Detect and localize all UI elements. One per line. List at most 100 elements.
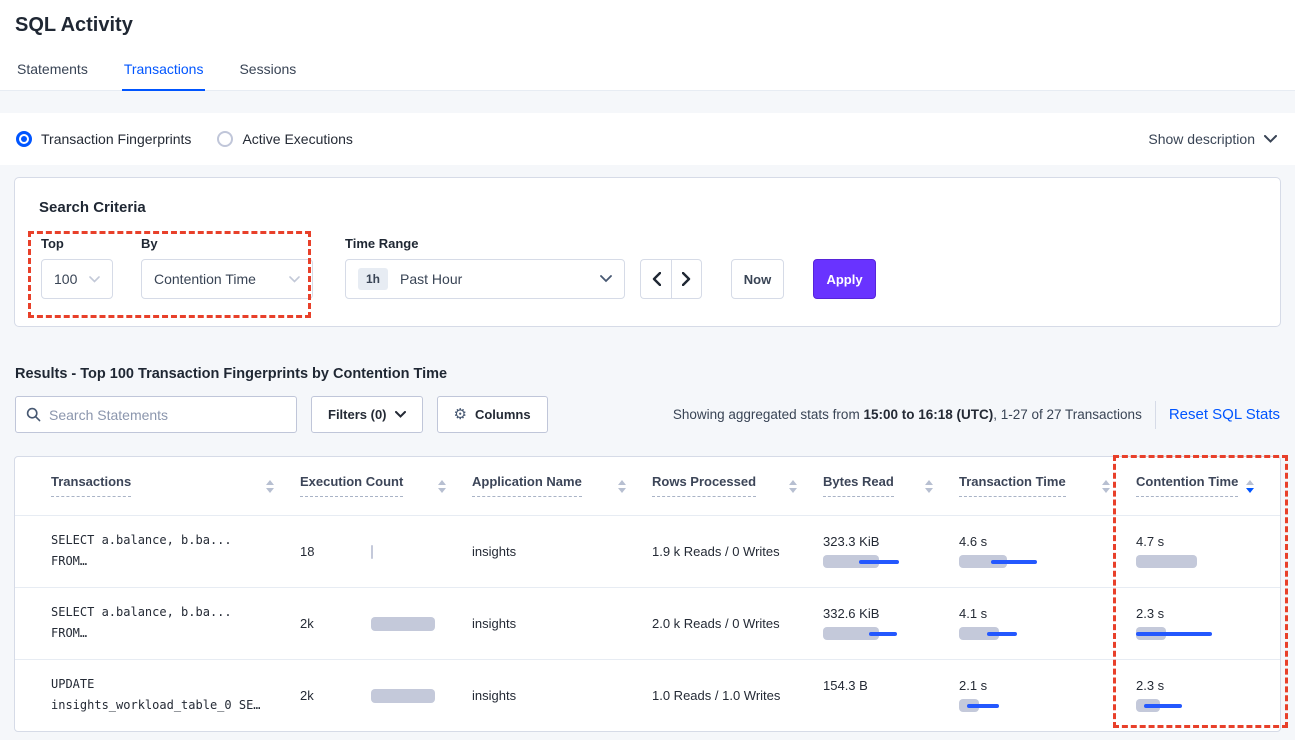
bytes-read-value: 323.3 KiB — [823, 534, 880, 549]
by-value: Contention Time — [154, 271, 256, 287]
sort-icon[interactable] — [438, 478, 446, 494]
search-statements-box[interactable] — [15, 396, 297, 433]
results-heading: Results - Top 100 Transaction Fingerprin… — [15, 366, 448, 382]
chevron-down-icon — [289, 275, 300, 283]
transaction-time-bar — [959, 627, 1069, 640]
rows-processed-value: 2.0 k Reads / 0 Writes — [652, 615, 780, 631]
execution-count-value: 2k — [300, 687, 314, 703]
transactions-table-card: Transactions Execution Count Application… — [14, 456, 1281, 732]
contention-time-value: 4.7 s — [1136, 534, 1165, 549]
radio-label: Active Executions — [242, 131, 353, 147]
time-range-label: Time Range — [345, 236, 419, 251]
apply-button[interactable]: Apply — [813, 259, 876, 299]
stats-time-range: 15:00 to 16:18 (UTC) — [863, 407, 994, 422]
table-row: UPDATE insights_workload_table_0 SE… 2k i… — [15, 658, 1280, 731]
page-title: SQL Activity — [15, 14, 133, 36]
top-select[interactable]: 100 — [41, 259, 113, 299]
next-time-button[interactable] — [671, 259, 702, 299]
bytes-read-bar — [823, 627, 933, 640]
chevron-down-icon — [600, 275, 612, 283]
column-header-execution-count[interactable]: Execution Count — [300, 457, 472, 515]
contention-time-value: 2.3 s — [1136, 678, 1165, 694]
radio-label: Transaction Fingerprints — [41, 131, 192, 147]
now-button[interactable]: Now — [731, 259, 784, 299]
radio-selected-icon[interactable] — [16, 131, 32, 147]
column-header-bytes-read[interactable]: Bytes Read — [823, 457, 959, 515]
bytes-read-value: 332.6 KiB — [823, 606, 880, 621]
transaction-time-value: 2.1 s — [959, 678, 988, 694]
time-step-buttons — [640, 259, 702, 299]
by-select[interactable]: Contention Time — [141, 259, 313, 299]
transaction-time-bar — [959, 555, 1069, 568]
contention-time-value: 2.3 s — [1136, 606, 1165, 621]
chevron-down-icon — [89, 275, 100, 283]
tab-transactions[interactable]: Transactions — [121, 61, 206, 91]
transaction-time-value: 4.1 s — [959, 606, 988, 621]
table-header-row: Transactions Execution Count Application… — [15, 457, 1280, 515]
sort-icon[interactable] — [618, 478, 626, 494]
columns-label: Columns — [474, 407, 531, 422]
time-range-select[interactable]: 1h Past Hour — [345, 259, 625, 299]
column-header-application-name[interactable]: Application Name — [472, 457, 652, 515]
view-toggle-row: Transaction Fingerprints Active Executio… — [0, 113, 1295, 165]
contention-time-bar — [1136, 555, 1246, 568]
time-range-badge: 1h — [358, 268, 389, 290]
vertical-divider — [1154, 400, 1156, 429]
top-label: Top — [41, 236, 64, 251]
bytes-read-value: 154.3 B — [823, 678, 868, 694]
time-range-value: Past Hour — [400, 271, 463, 287]
column-header-rows-processed[interactable]: Rows Processed — [652, 457, 823, 515]
column-header-transaction-time[interactable]: Transaction Time — [959, 457, 1136, 515]
execution-count-bar — [371, 688, 472, 703]
previous-time-button[interactable] — [640, 259, 671, 299]
tab-statements[interactable]: Statements — [17, 61, 88, 77]
column-header-transactions[interactable]: Transactions — [15, 457, 300, 515]
contention-time-bar — [1136, 699, 1246, 713]
top-value: 100 — [54, 271, 78, 287]
rows-processed-value: 1.9 k Reads / 0 Writes — [652, 543, 780, 559]
rows-processed-value: 1.0 Reads / 1.0 Writes — [652, 687, 781, 703]
radio-transaction-fingerprints[interactable]: Transaction Fingerprints — [16, 131, 191, 147]
search-statements-input[interactable] — [49, 406, 286, 423]
transaction-fingerprint-link[interactable]: SELECT a.balance, b.ba... FROM… — [51, 533, 232, 568]
filters-button[interactable]: Filters (0) — [311, 396, 423, 433]
show-description-toggle[interactable]: Show description — [1148, 131, 1277, 147]
sort-icon[interactable] — [925, 478, 933, 494]
sort-icon[interactable] — [1102, 478, 1110, 494]
show-description-label: Show description — [1148, 131, 1255, 147]
execution-count-value: 2k — [300, 615, 314, 631]
execution-count-bar — [371, 616, 472, 631]
search-criteria-card: Search Criteria Top 100 By Contention Ti… — [14, 177, 1281, 327]
chevron-down-icon — [1264, 135, 1277, 143]
tab-bar: Statements Transactions Sessions — [15, 61, 1280, 91]
radio-unselected-icon[interactable] — [217, 131, 234, 147]
application-name-value: insights — [472, 687, 517, 703]
execution-count-bar — [371, 544, 472, 559]
application-name-value: insights — [472, 543, 517, 559]
bytes-read-bar — [823, 699, 933, 712]
table-row: SELECT a.balance, b.ba... FROM… 18 insigh… — [15, 514, 1280, 587]
aggregated-stats-text: Showing aggregated stats from 15:00 to 1… — [672, 407, 1142, 422]
execution-count-value: 18 — [300, 543, 315, 559]
transaction-fingerprint-link[interactable]: SELECT a.balance, b.ba... FROM… — [51, 605, 232, 640]
filters-label: Filters (0) — [328, 407, 387, 422]
search-criteria-heading: Search Criteria — [39, 199, 146, 216]
sort-icon[interactable] — [789, 478, 797, 494]
tab-sessions[interactable]: Sessions — [239, 61, 297, 77]
transaction-fingerprint-link[interactable]: UPDATE insights_workload_table_0 SE… — [51, 677, 261, 713]
chevron-right-icon — [682, 272, 691, 286]
application-name-value: insights — [472, 615, 517, 631]
sort-icon-active-desc[interactable] — [1246, 478, 1254, 494]
transactions-table: Transactions Execution Count Application… — [15, 457, 1280, 731]
by-label: By — [141, 236, 158, 251]
columns-button[interactable]: ⚙ Columns — [436, 396, 548, 433]
reset-sql-stats-link[interactable]: Reset SQL Stats — [1168, 406, 1280, 423]
radio-active-executions[interactable]: Active Executions — [217, 131, 353, 147]
transaction-time-value: 4.6 s — [959, 534, 988, 549]
chevron-left-icon — [652, 272, 661, 286]
chevron-down-icon — [394, 411, 406, 418]
search-icon — [26, 407, 41, 422]
sort-icon[interactable] — [266, 478, 274, 494]
gear-icon: ⚙ — [453, 406, 467, 423]
column-header-contention-time[interactable]: Contention Time — [1136, 457, 1280, 515]
